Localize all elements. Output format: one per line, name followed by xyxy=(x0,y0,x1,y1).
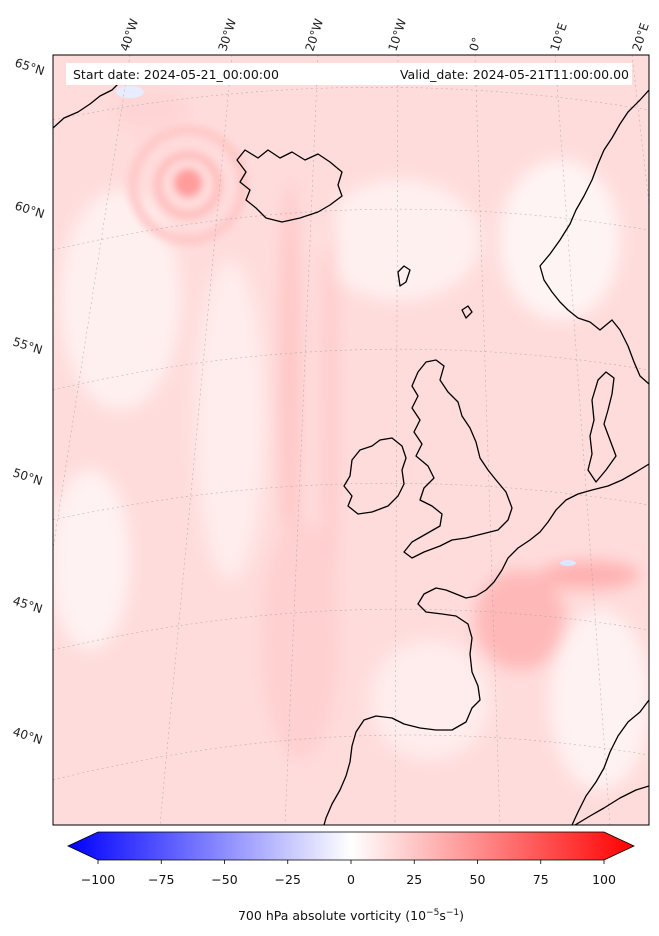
valid-date-text: Valid_date: 2024-05-21T11:00:00.00 xyxy=(400,67,629,82)
colorbar-tick-label: 0 xyxy=(347,872,355,887)
island-faroe xyxy=(461,305,473,319)
ireland-coast xyxy=(343,437,407,515)
lat-label-50n: 50°N xyxy=(11,466,44,489)
scandinavia-coast xyxy=(539,89,649,385)
lon-label-30w: 30°W xyxy=(216,17,240,53)
colorbar-tick-label: 25 xyxy=(406,872,422,887)
graticule xyxy=(53,55,649,825)
colorbar-tick-label: −75 xyxy=(148,872,174,887)
lat-label-40n: 40°N xyxy=(11,725,44,748)
coastlines xyxy=(53,83,649,825)
iceland-coast xyxy=(236,149,343,223)
continent-coast xyxy=(323,463,649,825)
iberia-mediterranean-coast xyxy=(571,699,649,825)
colorbar-tick-label: −25 xyxy=(275,872,301,887)
negative-vorticity-patch xyxy=(560,560,576,566)
colorbar-label: 700 hPa absolute vorticity (10−5s−1) xyxy=(238,908,464,923)
vorticity-field xyxy=(53,90,649,790)
info-box-background xyxy=(66,63,632,85)
colorbar-tick-label: −100 xyxy=(81,872,115,887)
colorbar-ticks: −100 −75 −50 −25 0 25 50 75 100 xyxy=(81,860,616,887)
greenland-coast xyxy=(53,83,119,129)
latitude-labels: 65°N 60°N 55°N 50°N 45°N 40°N xyxy=(11,56,46,748)
colorbar-tick-label: 100 xyxy=(592,872,616,887)
colorbar-body xyxy=(67,831,635,861)
colorbar: −100 −75 −50 −25 0 25 50 75 100 700 hPa absolute… xyxy=(67,831,635,923)
info-box: Start date: 2024-05-21_00:00:00 Valid_da… xyxy=(66,63,632,85)
map-panel xyxy=(53,55,649,825)
negative-vorticity-patch xyxy=(116,86,144,98)
lon-label-20e: 20°E xyxy=(630,21,652,53)
lat-label-45n: 45°N xyxy=(11,594,44,617)
colorbar-tick-label: 50 xyxy=(470,872,486,887)
lat-label-60n: 60°N xyxy=(13,199,46,222)
great-britain-coast xyxy=(403,359,513,559)
iberia-south-coast xyxy=(574,785,649,825)
lon-label-10e: 10°E xyxy=(548,21,570,53)
lat-label-65n: 65°N xyxy=(13,56,46,79)
lon-label-40w: 40°W xyxy=(118,17,142,53)
start-date-text: Start date: 2024-05-21_00:00:00 xyxy=(73,67,279,82)
longitude-labels: 40°W 30°W 20°W 10°W 0° 10°E 20°E xyxy=(118,17,652,53)
lon-label-0: 0° xyxy=(467,36,485,53)
colorbar-tick-label: 75 xyxy=(533,872,549,887)
map-frame xyxy=(52,54,650,826)
lat-label-55n: 55°N xyxy=(11,335,44,358)
denmark-coast xyxy=(587,371,617,483)
colorbar-tick-label: −50 xyxy=(211,872,237,887)
island-shetland xyxy=(397,265,411,287)
lon-label-10w: 10°W xyxy=(386,17,410,53)
lon-label-20w: 20°W xyxy=(303,17,327,53)
